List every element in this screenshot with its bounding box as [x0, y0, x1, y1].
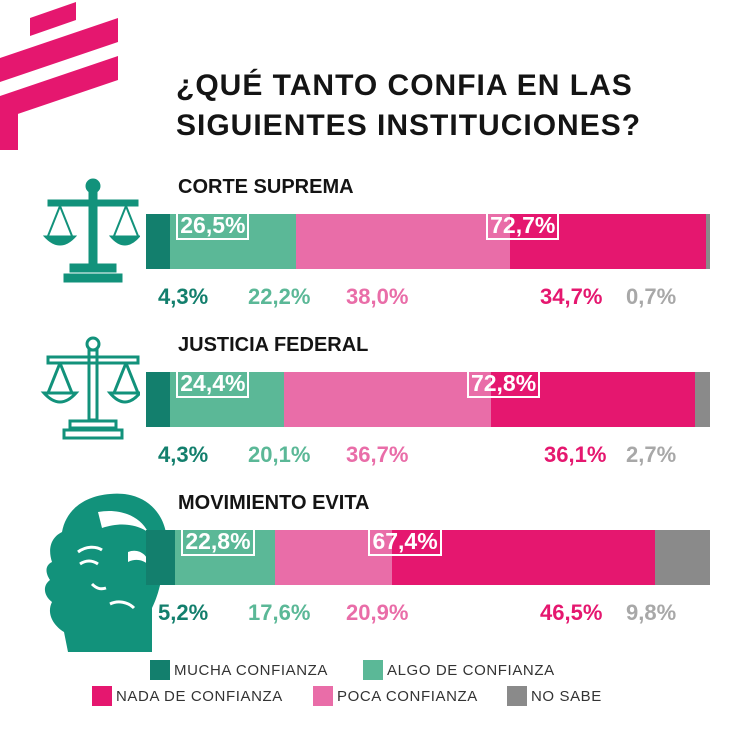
legend-item-nosabe: NO SABE: [507, 686, 602, 706]
legend-swatch: [313, 686, 333, 706]
segment-mucha: [146, 372, 171, 427]
total-confianza-label: 26,5%: [176, 210, 250, 240]
value-label: 17,6%: [248, 600, 311, 625]
stacked-bar: 22,8% 67,4% 5,2% 17,6% 20,9% 46,5% 9,8%: [146, 526, 710, 625]
segment-mucha: [146, 530, 176, 585]
legend-item-nada: NADA DE CONFIANZA: [92, 686, 283, 706]
legend-label: MUCHA CONFIANZA: [174, 661, 329, 679]
legend-label: NO SABE: [531, 687, 602, 705]
value-label: 20,9%: [346, 600, 409, 625]
segment-nosabe: [654, 530, 710, 585]
legend-item-algo: ALGO DE CONFIANZA: [363, 660, 555, 680]
legend-label: ALGO DE CONFIANZA: [387, 661, 555, 679]
evita-portrait-icon: [44, 493, 167, 652]
segment-algo: [170, 372, 284, 427]
scales-outline-icon: [40, 336, 140, 440]
legend-swatch: [363, 660, 383, 680]
value-label: 34,7%: [540, 284, 603, 309]
segment-poca: [295, 214, 511, 269]
segment-nada: [490, 372, 695, 427]
segment-nosabe: [694, 372, 710, 427]
total-desconfianza-label: 67,4%: [368, 526, 442, 556]
value-label: 36,7%: [346, 442, 409, 467]
segment-poca: [283, 372, 491, 427]
category-label: JUSTICIA FEDERAL: [178, 334, 369, 356]
legend-label: POCA CONFIANZA: [337, 687, 478, 705]
legend-swatch: [507, 686, 527, 706]
segment-nada: [392, 530, 655, 585]
value-label: 36,1%: [544, 442, 607, 467]
category-label: MOVIMIENTO EVITA: [178, 492, 370, 514]
total-confianza-label: 24,4%: [176, 368, 250, 398]
value-label: 20,1%: [248, 442, 311, 467]
scales-icon: [42, 178, 140, 283]
title-line-2: SIGUIENTES INSTITUCIONES?: [176, 109, 642, 142]
legend-item-mucha: MUCHA CONFIANZA: [150, 660, 328, 680]
segment-mucha: [146, 214, 171, 269]
chart-title: ¿QUÉ TANTO CONFIA EN LAS SIGUIENTES INST…: [176, 66, 641, 146]
legend-item-poca: POCA CONFIANZA: [313, 686, 478, 706]
value-label: 9,8%: [626, 600, 677, 625]
value-label: 22,2%: [248, 284, 311, 309]
value-label: 38,0%: [346, 284, 409, 309]
stacked-bar: 26,5% 72,7% 4,3% 22,2% 38,0% 34,7% 0,7%: [146, 210, 710, 309]
legend-swatch: [150, 660, 170, 680]
segment-nada: [510, 214, 707, 269]
value-label: 46,5%: [540, 600, 603, 625]
value-label: 2,7%: [626, 442, 677, 467]
title-line-1: ¿QUÉ TANTO CONFIA EN LAS: [176, 69, 633, 102]
value-label: 0,7%: [626, 284, 677, 309]
value-label: 4,3%: [158, 442, 209, 467]
value-label: 5,2%: [158, 600, 209, 625]
total-desconfianza-label: 72,7%: [486, 210, 560, 240]
legend-label: NADA DE CONFIANZA: [116, 687, 283, 705]
category-label: CORTE SUPREMA: [178, 176, 354, 198]
segment-algo: [170, 214, 296, 269]
legend-swatch: [92, 686, 112, 706]
segment-nosabe: [706, 214, 710, 269]
total-confianza-label: 22,8%: [181, 526, 255, 556]
segment-poca: [274, 530, 393, 585]
total-desconfianza-label: 72,8%: [466, 368, 541, 398]
stacked-bar: 24,4% 72,8% 4,3% 20,1% 36,7% 36,1% 2,7%: [146, 368, 710, 467]
brand-logo-icon: [0, 2, 118, 150]
value-label: 4,3%: [158, 284, 209, 309]
segment-algo: [175, 530, 275, 585]
